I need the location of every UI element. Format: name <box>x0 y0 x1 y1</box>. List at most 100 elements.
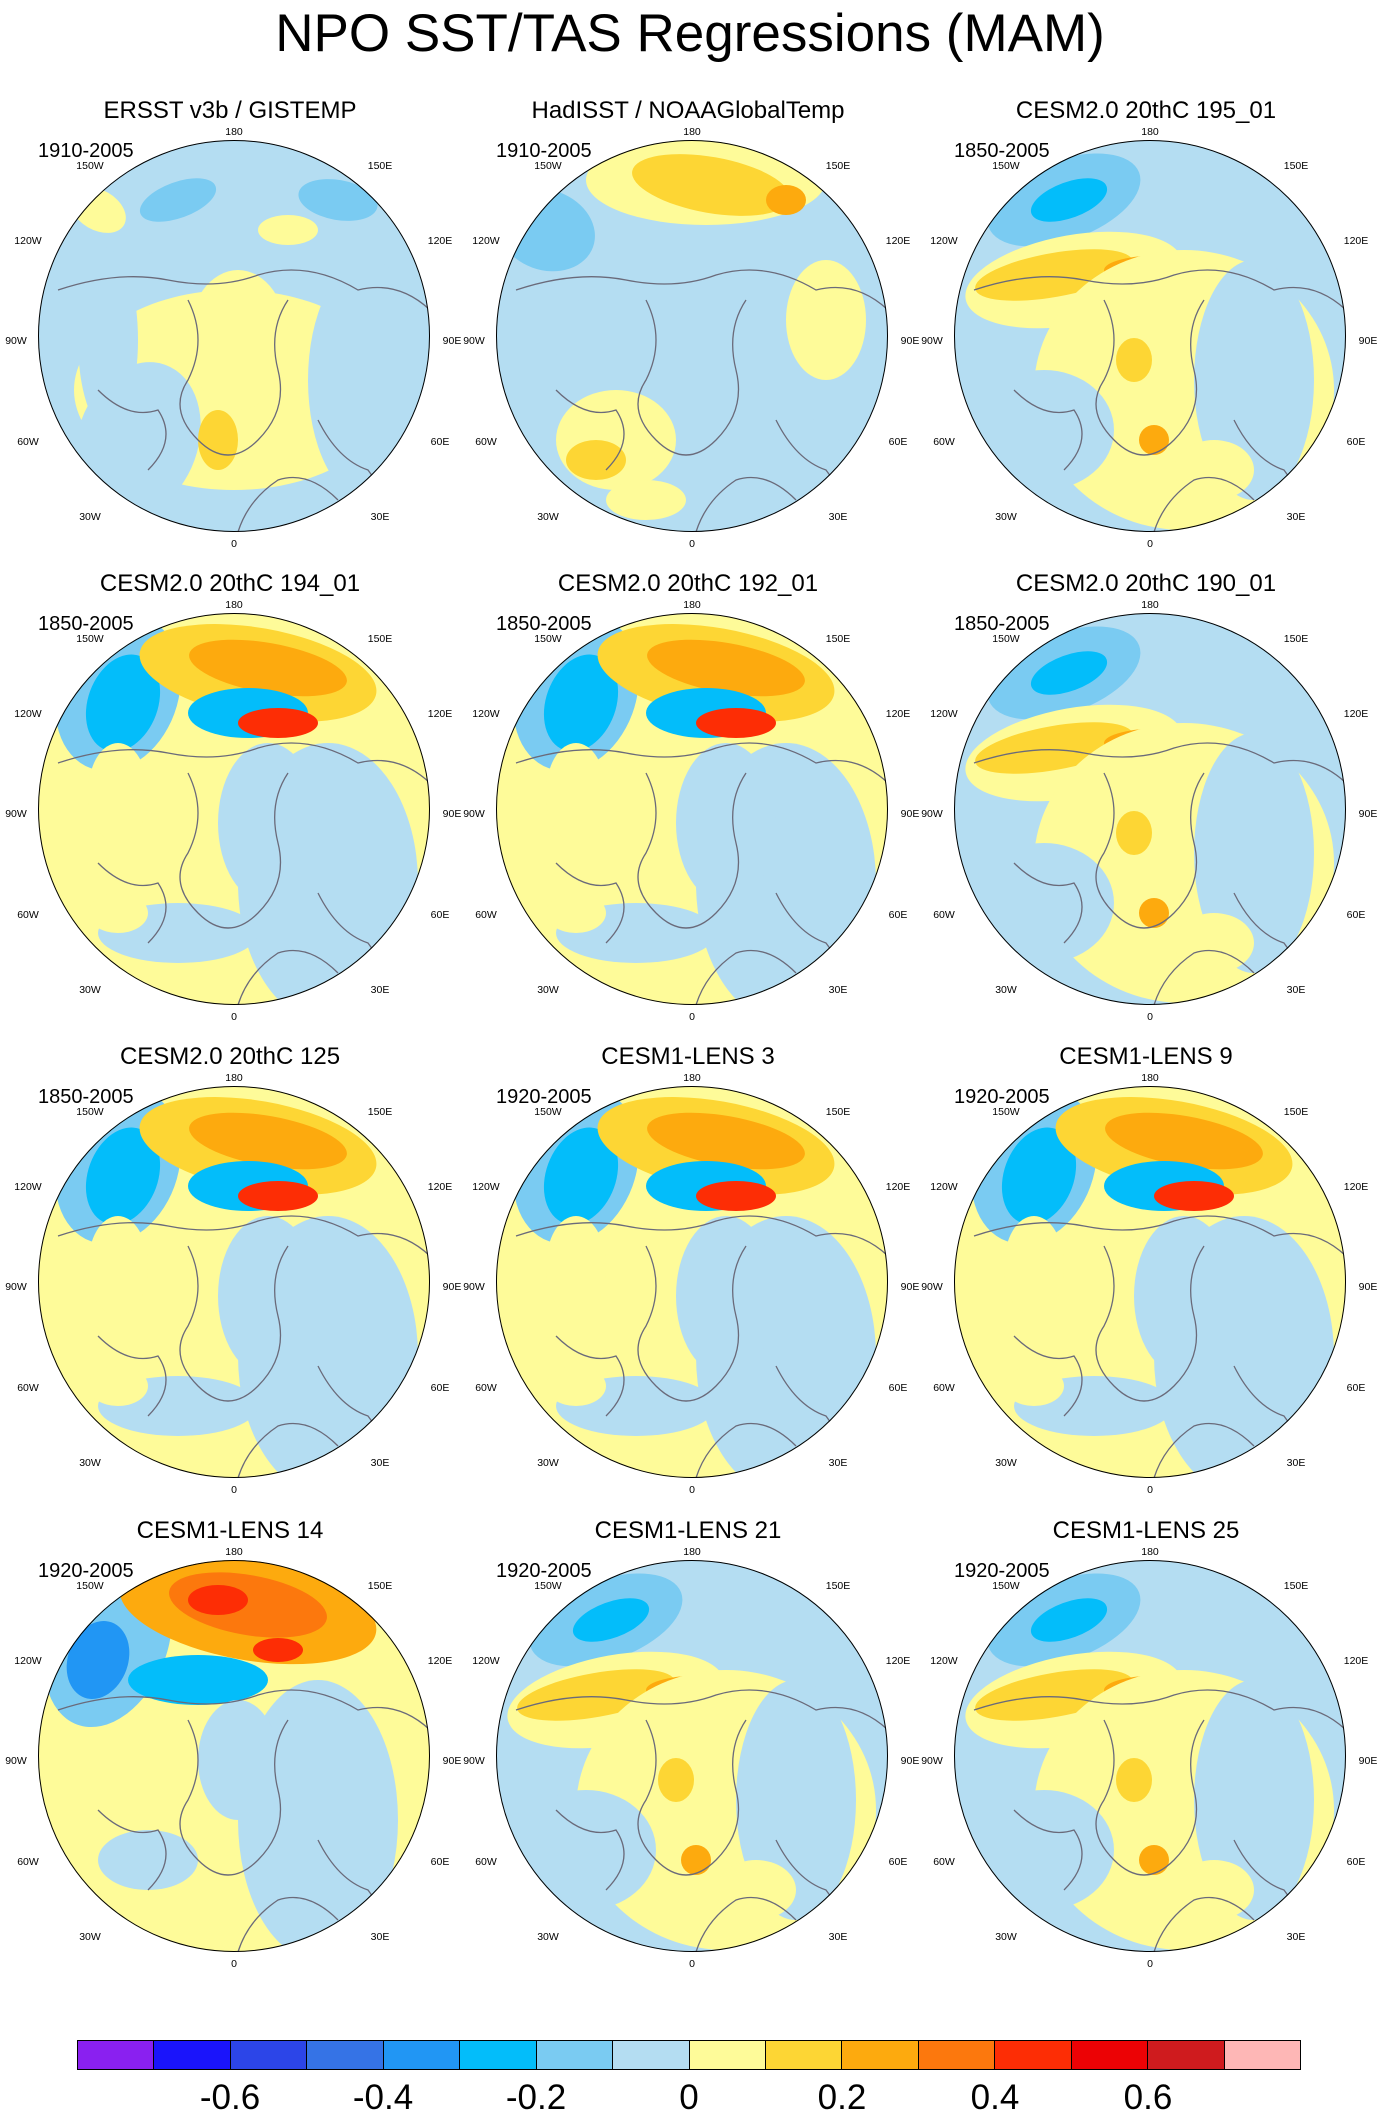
longitude-label: 30W <box>79 1931 101 1943</box>
polar-map <box>954 1560 1346 1952</box>
panel-period: 1920-2005 <box>954 1086 1050 1108</box>
coastline <box>515 269 888 532</box>
longitude-label: 90E <box>442 1281 462 1293</box>
longitude-label: 120W <box>14 1181 42 1193</box>
longitude-label: 180 <box>225 126 243 138</box>
longitude-label: 60W <box>17 909 39 921</box>
map-border <box>954 1560 1346 1952</box>
panel-period: 1910-2005 <box>496 140 592 162</box>
longitude-label: 150W <box>992 633 1020 645</box>
colorbar-box <box>307 2041 384 2069</box>
anomaly-blob <box>572 1598 650 1642</box>
anomaly-blob <box>516 1790 656 1910</box>
map-panel: HadISST / NOAAGlobalTemp 1910-2005 180 150W… <box>458 0 919 550</box>
anomaly-blob <box>189 1112 347 1170</box>
longitude-label: 90E <box>1358 1755 1378 1767</box>
longitude-label: 120W <box>930 1181 958 1193</box>
map-border <box>496 140 888 532</box>
longitude-label: 30E <box>370 1931 390 1943</box>
longitude-label: 120W <box>930 235 958 247</box>
longitude-label: 0 <box>1147 1011 1153 1023</box>
longitude-label: 150W <box>992 160 1020 172</box>
panel-title: CESM2.0 20thC 190_01 <box>1015 570 1277 597</box>
longitude-label: 150W <box>76 633 104 645</box>
anomaly-blob <box>681 1845 711 1875</box>
longitude-label: 150E <box>825 633 851 645</box>
polar-map <box>38 140 430 532</box>
panel-title: CESM2.0 20thC 194_01 <box>99 570 361 597</box>
longitude-label: 0 <box>689 538 695 550</box>
map-border <box>496 1086 888 1478</box>
longitude-label: 120W <box>14 1655 42 1667</box>
longitude-label: 90W <box>5 808 27 820</box>
anomaly-blob <box>974 1790 1114 1910</box>
coastline <box>57 742 430 1005</box>
map-border <box>38 140 430 532</box>
longitude-label: 30E <box>370 984 390 996</box>
longitude-label: 60E <box>430 1856 450 1868</box>
coastline <box>515 1689 888 1952</box>
anomaly-blob <box>298 179 378 221</box>
longitude-label: 30W <box>537 984 559 996</box>
longitude-label: 150W <box>534 633 562 645</box>
anomaly-blob <box>546 743 606 843</box>
anomaly-blob <box>974 843 1114 963</box>
longitude-label: 30E <box>1286 1931 1306 1943</box>
panel-period: 1850-2005 <box>496 613 592 635</box>
anomaly-blob <box>1116 338 1152 382</box>
longitude-label: 90E <box>442 808 462 820</box>
longitude-label: 180 <box>1141 599 1159 611</box>
longitude-label: 120E <box>1343 235 1369 247</box>
longitude-label: 120W <box>14 235 42 247</box>
longitude-label: 60W <box>475 1382 497 1394</box>
longitude-label: 60W <box>933 1856 955 1868</box>
panel-period: 1920-2005 <box>496 1560 592 1582</box>
map-panel: CESM2.0 20thC 125 1850-2005 180 150W 150E 120… <box>0 946 461 1496</box>
longitude-label: 60W <box>933 909 955 921</box>
panel-period: 1850-2005 <box>38 613 134 635</box>
anomaly-blob <box>1139 425 1169 455</box>
anomaly-blob <box>658 1758 694 1802</box>
longitude-label: 30W <box>537 1931 559 1943</box>
colorbar-box <box>78 2041 155 2069</box>
longitude-label: 30W <box>79 984 101 996</box>
longitude-label: 90W <box>5 1281 27 1293</box>
anomaly-blob <box>1154 1181 1234 1211</box>
polar-map <box>496 1086 888 1478</box>
longitude-label: 180 <box>225 1546 243 1558</box>
anomaly-blob <box>308 260 428 500</box>
longitude-label: 150W <box>76 1580 104 1592</box>
anomaly-blob <box>1194 1680 1314 1920</box>
longitude-label: 60W <box>475 1856 497 1868</box>
longitude-label: 180 <box>1141 1072 1159 1084</box>
coastline <box>973 269 1346 532</box>
map-border <box>38 1086 430 1478</box>
anomaly-blob <box>198 410 238 470</box>
longitude-label: 180 <box>225 599 243 611</box>
polar-map <box>954 140 1346 532</box>
colorbar-label: 0.4 <box>970 2078 1020 2117</box>
anomaly-blob <box>98 1830 198 1890</box>
longitude-label: 150E <box>367 633 393 645</box>
longitude-label: 0 <box>1147 1484 1153 1496</box>
longitude-label: 90W <box>463 1281 485 1293</box>
longitude-label: 150W <box>534 1580 562 1592</box>
colorbar-box <box>995 2041 1072 2069</box>
longitude-label: 90W <box>5 1755 27 1767</box>
colorbar <box>77 2040 1301 2070</box>
longitude-label: 90E <box>442 335 462 347</box>
coastline <box>973 1215 1346 1478</box>
anomaly-blob <box>88 1366 148 1406</box>
anomaly-blob <box>139 178 217 222</box>
anomaly-blob <box>546 1366 606 1406</box>
longitude-label: 0 <box>1147 538 1153 550</box>
figure-title: NPO SST/TAS Regressions (MAM) <box>275 4 1105 63</box>
polar-map <box>496 613 888 1005</box>
longitude-label: 30E <box>828 1457 848 1469</box>
colorbar-box <box>918 2041 996 2069</box>
anomaly-blob <box>974 370 1114 490</box>
longitude-label: 120E <box>1343 708 1369 720</box>
longitude-label: 150W <box>76 1106 104 1118</box>
longitude-label: 150E <box>825 1106 851 1118</box>
anomaly-blob <box>1194 733 1314 973</box>
